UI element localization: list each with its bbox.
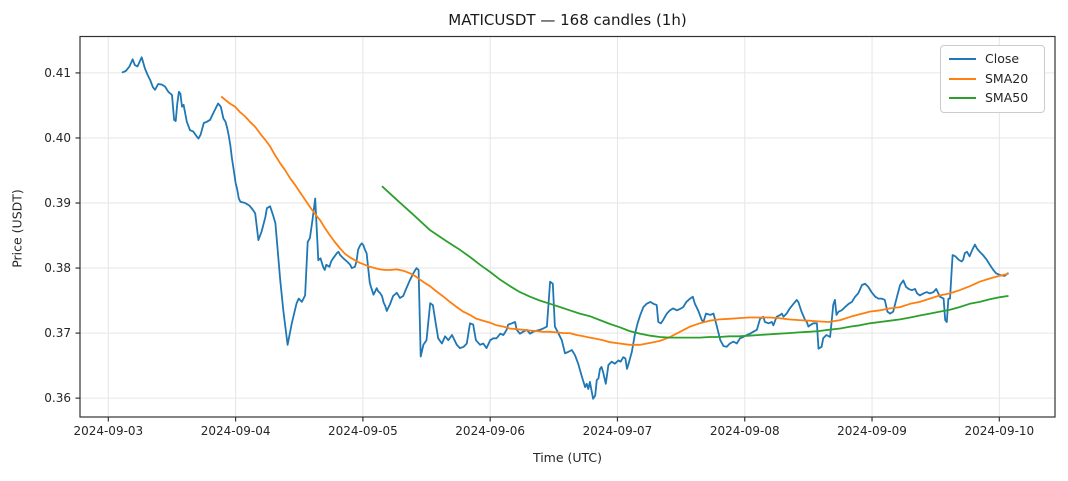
x-tick-label: 2024-09-08 (710, 424, 780, 438)
legend-line-sample-sma50 (949, 97, 976, 100)
legend-item-sma20: SMA20 (949, 70, 1034, 86)
x-axis-label: Time (UTC) (532, 450, 603, 465)
legend: Close SMA20 SMA50 (940, 45, 1045, 113)
x-tick-label: 2024-09-04 (201, 424, 271, 438)
y-tick-label: 0.41 (44, 66, 71, 80)
chart-title: MATICUSDT — 168 candles (1h) (448, 11, 687, 29)
legend-item-sma50: SMA50 (949, 90, 1034, 105)
legend-label-close: Close (985, 51, 1020, 66)
series-line-close (121, 56, 1009, 400)
legend-line-sample-close (949, 58, 976, 61)
y-tick-label: 0.37 (44, 326, 71, 340)
series-line-sma50 (381, 185, 1009, 339)
x-tick-label: 2024-09-05 (328, 424, 398, 438)
x-tick-label: 2024-09-03 (73, 424, 143, 438)
series-line-sma20 (220, 96, 1009, 346)
x-tick-label: 2024-09-06 (455, 424, 525, 438)
legend-label-sma50: SMA50 (985, 90, 1029, 105)
legend-line-sample-sma20 (949, 77, 976, 80)
y-tick-label: 0.40 (44, 131, 71, 145)
plot-spines (79, 35, 1056, 418)
y-axis-label: Price (USDT) (9, 189, 25, 268)
x-tick-label: 2024-09-10 (964, 424, 1034, 438)
legend-item-close: Close (949, 51, 1034, 66)
y-tick-label: 0.39 (44, 196, 71, 210)
legend-label-sma20: SMA20 (985, 70, 1029, 86)
x-tick-label: 2024-09-07 (583, 424, 653, 438)
x-tick-label: 2024-09-09 (837, 424, 907, 438)
y-tick-label: 0.38 (44, 261, 71, 275)
y-tick-label: 0.36 (44, 391, 71, 405)
